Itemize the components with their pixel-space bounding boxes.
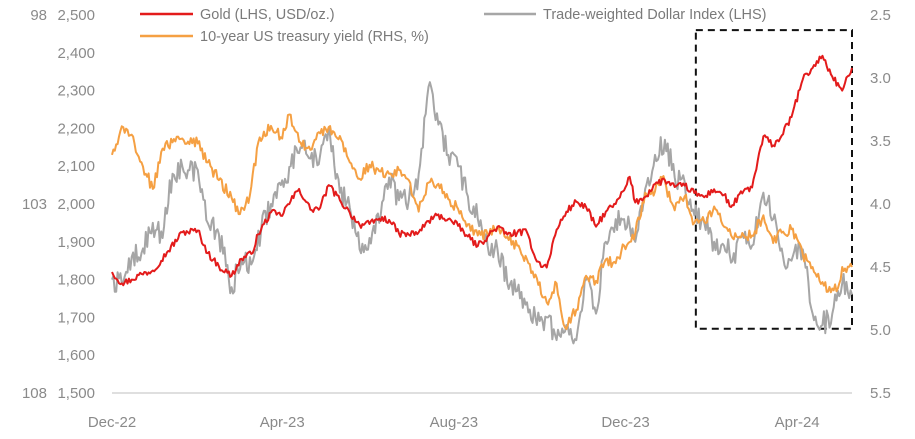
- x-tick-label: Apr-24: [775, 414, 820, 431]
- x-tick-label: Apr-23: [260, 414, 305, 431]
- legend-label: 10-year US treasury yield (RHS, %): [200, 29, 429, 45]
- series-line: [111, 113, 853, 331]
- x-tick-label: Dec-23: [601, 414, 649, 431]
- y-left-tick-label: 1,700: [57, 309, 95, 326]
- legend: Gold (LHS, USD/oz.) Trade-weighted Dollar…: [140, 7, 767, 45]
- x-tick-label: Dec-22: [88, 414, 136, 431]
- y-left-tick-label: 2,400: [57, 45, 95, 62]
- y-right-tick-label: 2.5: [870, 7, 891, 24]
- y-right-tick-label: 4.0: [870, 196, 891, 213]
- highlight-rect: [694, 29, 854, 330]
- y-dollar-tick-label: 98: [30, 7, 47, 24]
- y-right-tick-label: 4.5: [870, 259, 891, 276]
- series-line: [111, 54, 853, 287]
- y-left-tick-label: 1,800: [57, 272, 95, 289]
- axes: Dec-22 Apr-23 Aug-23 Dec-23 Apr-24 1,500 1,600…: [22, 7, 891, 431]
- y-left-tick-label: 1,900: [57, 234, 95, 251]
- y-left-tick-label: 2,200: [57, 120, 95, 137]
- legend-label: Trade-weighted Dollar Index (LHS): [543, 7, 767, 23]
- series-line: [111, 81, 853, 345]
- y-dollar-tick-label: 103: [22, 196, 47, 213]
- x-tick-label: Aug-23: [430, 414, 478, 431]
- highlight-box: [694, 29, 854, 330]
- y-right-tick-label: 5.0: [870, 322, 891, 339]
- y-left-tick-label: 2,000: [57, 196, 95, 213]
- y-left-tick-label: 2,100: [57, 158, 95, 175]
- y-right-tick-label: 5.5: [870, 385, 891, 402]
- y-right-tick-label: 3.0: [870, 70, 891, 87]
- y-right-tick-label: 3.5: [870, 133, 891, 150]
- y-left-tick-label: 1,600: [57, 347, 95, 364]
- y-left-tick-label: 2,300: [57, 83, 95, 100]
- legend-label: Gold (LHS, USD/oz.): [200, 7, 335, 23]
- y-dollar-tick-label: 108: [22, 385, 47, 402]
- series-lines: [111, 54, 853, 345]
- y-left-tick-label: 1,500: [57, 385, 95, 402]
- y-left-tick-label: 2,500: [57, 7, 95, 24]
